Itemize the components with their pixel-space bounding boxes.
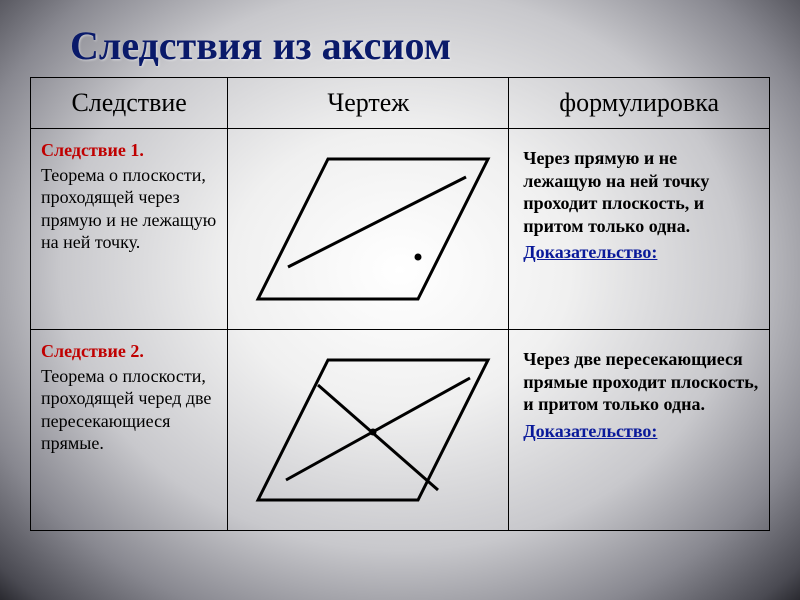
table-row: Следствие 1. Теорема о плоскости, проход…	[31, 129, 770, 330]
plane-shape	[258, 159, 488, 299]
intersection-point	[370, 429, 377, 436]
formulation-1-cell: Через прямую и не лежащую на ней точку п…	[509, 129, 770, 330]
line-b	[318, 385, 438, 490]
table-header-row: Следствие Чертеж формулировка	[31, 78, 770, 129]
corollary-2-desc: Теорема о плоскости, проходящей черед дв…	[41, 366, 211, 454]
header-col-2: Чертеж	[228, 78, 509, 129]
corollary-2-cell: Следствие 2. Теорема о плоскости, проход…	[31, 330, 228, 531]
diagram-plane-line-point	[228, 129, 508, 329]
point-off-line	[415, 254, 422, 261]
header-col-3: формулировка	[509, 78, 770, 129]
line-a	[286, 378, 470, 480]
corollary-1-desc: Теорема о плоскости, проходящей через пр…	[41, 165, 216, 253]
corollary-2-heading: Следствие 2.	[41, 340, 219, 363]
formulation-1-text: Через прямую и не лежащую на ней точку п…	[523, 148, 709, 236]
corollary-1-heading: Следствие 1.	[41, 139, 219, 162]
diagram-2-cell	[228, 330, 509, 531]
header-col-1: Следствие	[31, 78, 228, 129]
diagram-1-cell	[228, 129, 509, 330]
proof-1-link[interactable]: Доказательство:	[523, 241, 759, 264]
content-table: Следствие Чертеж формулировка Следствие …	[30, 77, 770, 531]
formulation-2-cell: Через две пересекающиеся прямые проходит…	[509, 330, 770, 531]
slide-title: Следствия из аксиом	[0, 0, 800, 77]
formulation-2-text: Через две пересекающиеся прямые проходит…	[523, 349, 758, 414]
proof-2-link[interactable]: Доказательство:	[523, 420, 759, 443]
table-row: Следствие 2. Теорема о плоскости, проход…	[31, 330, 770, 531]
diagram-plane-two-lines	[228, 330, 508, 530]
corollary-1-cell: Следствие 1. Теорема о плоскости, проход…	[31, 129, 228, 330]
